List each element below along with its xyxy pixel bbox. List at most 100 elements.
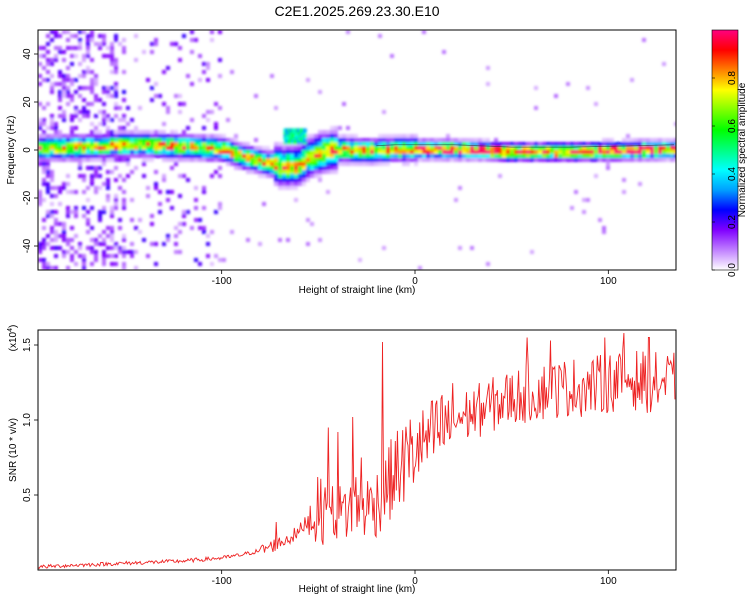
heat-cell — [174, 42, 178, 46]
heat-cell — [42, 262, 46, 266]
heat-cell — [198, 134, 202, 138]
heat-cell — [150, 138, 154, 142]
heat-cell — [142, 142, 146, 146]
heat-cell — [70, 226, 74, 230]
heat-cell — [130, 134, 134, 138]
heat-cell — [210, 262, 214, 266]
heat-cell — [66, 182, 70, 186]
heat-cell — [38, 118, 42, 122]
heat-cell — [294, 170, 298, 174]
heat-cell — [82, 134, 86, 138]
heat-cell — [54, 30, 58, 34]
heat-cell — [306, 142, 310, 146]
heat-cell — [42, 198, 46, 202]
heat-cell — [70, 118, 74, 122]
heat-cell — [146, 158, 150, 162]
heat-cell — [70, 238, 74, 242]
heat-cell — [118, 154, 122, 158]
heat-cell — [266, 146, 270, 150]
heat-cell — [38, 146, 42, 150]
heat-cell — [546, 150, 550, 154]
heat-cell — [214, 102, 218, 106]
heat-cell — [186, 142, 190, 146]
heat-cell — [54, 254, 58, 258]
heat-cell — [238, 154, 242, 158]
heat-cell — [230, 154, 234, 158]
heat-cell — [78, 246, 82, 250]
heat-cell — [462, 138, 466, 142]
heat-cell — [138, 142, 142, 146]
heat-cell — [70, 94, 74, 98]
heat-cell — [318, 178, 322, 182]
heat-cell — [194, 218, 198, 222]
heat-cell — [122, 138, 126, 142]
heat-cell — [98, 110, 102, 114]
heat-cell — [54, 134, 58, 138]
heat-cell — [606, 138, 610, 142]
heat-cell — [198, 158, 202, 162]
heat-cell — [218, 202, 222, 206]
colorbar-tick-label: 0.4 — [727, 167, 738, 181]
heat-cell — [58, 74, 62, 78]
heat-cell — [106, 130, 110, 134]
heat-cell — [222, 142, 226, 146]
heat-cell — [110, 54, 114, 58]
heat-cell — [318, 134, 322, 138]
heat-cell — [86, 142, 90, 146]
x-tick-label: 0 — [412, 576, 418, 587]
heat-cell — [94, 150, 98, 154]
heat-cell — [82, 138, 86, 142]
heat-cell — [658, 138, 662, 142]
heat-cell — [206, 158, 210, 162]
heat-cell — [426, 146, 430, 150]
heat-cell — [98, 186, 102, 190]
heat-cell — [98, 122, 102, 126]
heat-cell — [434, 142, 438, 146]
heat-cell — [598, 218, 602, 222]
heat-cell — [150, 146, 154, 150]
heat-cell — [122, 38, 126, 42]
heat-cell — [154, 154, 158, 158]
snr-x-label: Height of straight line (km) — [299, 584, 416, 595]
heat-cell — [254, 154, 258, 158]
heat-cell — [102, 210, 106, 214]
heat-cell — [262, 170, 266, 174]
heat-cell — [54, 130, 58, 134]
heat-cell — [570, 150, 574, 154]
heat-cell — [446, 138, 450, 142]
heat-cell — [54, 126, 58, 130]
heat-cell — [158, 146, 162, 150]
heat-cell — [670, 146, 674, 150]
heat-cell — [82, 110, 86, 114]
heat-cell — [154, 262, 158, 266]
heat-cell — [274, 146, 278, 150]
heat-cell — [146, 130, 150, 134]
heat-cell — [306, 134, 310, 138]
heat-cell — [578, 142, 582, 146]
heat-cell — [410, 150, 414, 154]
heat-cell — [562, 154, 566, 158]
heat-cell — [394, 146, 398, 150]
heat-cell — [82, 178, 86, 182]
heat-cell — [150, 214, 154, 218]
heat-cell — [50, 134, 54, 138]
heat-cell — [306, 170, 310, 174]
heat-cell — [126, 142, 130, 146]
heat-cell — [106, 226, 110, 230]
heat-cell — [46, 166, 50, 170]
heat-cell — [402, 142, 406, 146]
heat-cell — [266, 150, 270, 154]
heat-cell — [578, 146, 582, 150]
heat-cell — [118, 138, 122, 142]
heat-cell — [54, 146, 58, 150]
heat-cell — [234, 154, 238, 158]
heat-cell — [94, 186, 98, 190]
heat-cell — [146, 154, 150, 158]
heat-cell — [654, 138, 658, 142]
heat-cell — [290, 166, 294, 170]
heat-cell — [66, 150, 70, 154]
heat-cell — [106, 118, 110, 122]
heat-cell — [518, 142, 522, 146]
heat-cell — [102, 38, 106, 42]
heat-cell — [74, 190, 78, 194]
